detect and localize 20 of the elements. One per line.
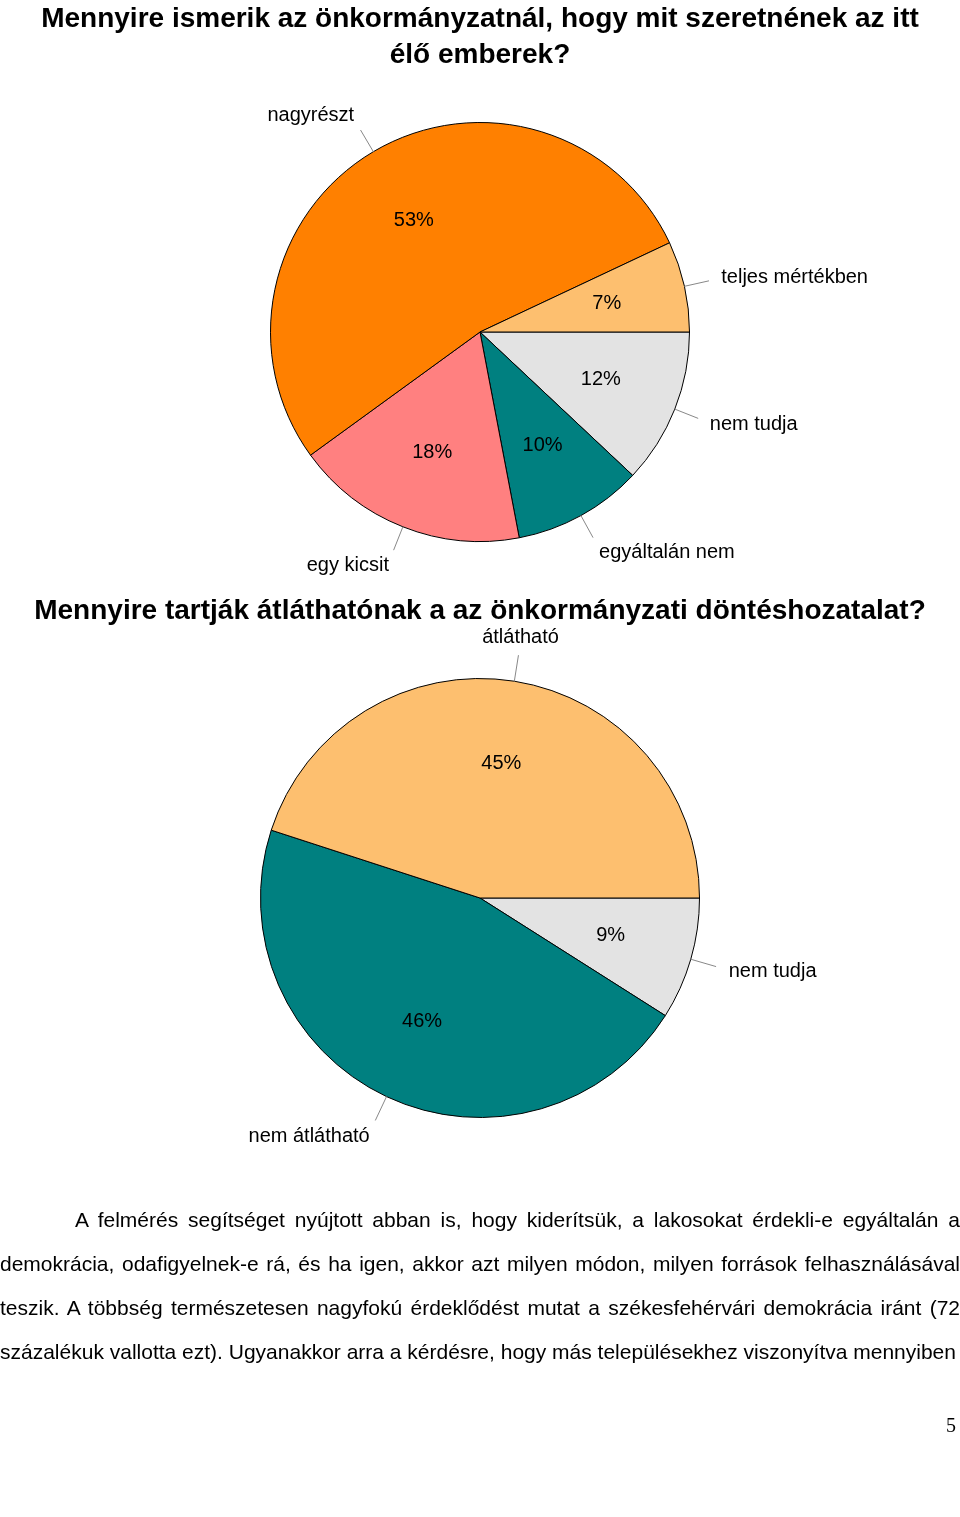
slice-label: egyáltalán nem xyxy=(599,539,735,562)
data-label: 45% xyxy=(481,751,522,774)
data-label: 10% xyxy=(522,433,563,456)
chart-title: Mennyire ismerik az önkormányzatnál, hogy mit szeretnének az itt élő emberek? xyxy=(40,1,920,71)
text: A felmérés segítséget nyújtott abban is, hogy kiderítsük, a lakosokat érdekli-e egyáltalán a demokrácia, odafigyelnek-e rá, és ha igen, akkor azt milyen módon, milyen források felhasználásával teszik. A többség természetesen nagyfokú érdeklődést mutat a székesfehérvári demokrácia iránt (72 százalékuk vallotta ezt). Ugyanakkor arra a kérdésre, hogy más településekhez viszonyítva mennyiben xyxy=(0,1207,960,1365)
data-label: 12% xyxy=(580,367,621,390)
slice-label: nagyrészt xyxy=(267,103,355,126)
text: 5 xyxy=(945,1414,956,1437)
slice-label: nem tudja xyxy=(728,959,818,981)
chart-title: Mennyire tartják átláthatónak a az önkormányzati döntéshozatalat? xyxy=(34,594,926,625)
slice-label: nem átlátható xyxy=(248,1123,370,1146)
slice-label: teljes mértékben xyxy=(721,264,869,287)
data-label: 53% xyxy=(393,207,435,230)
slice-label: átlátható xyxy=(482,625,559,648)
data-label: 18% xyxy=(412,440,453,463)
data-label: 7% xyxy=(592,291,622,314)
data-label: 9% xyxy=(596,923,626,946)
data-label: 46% xyxy=(402,1008,443,1031)
slice-label: nem tudja xyxy=(709,412,799,435)
slice-label: egy kicsit xyxy=(306,553,390,576)
